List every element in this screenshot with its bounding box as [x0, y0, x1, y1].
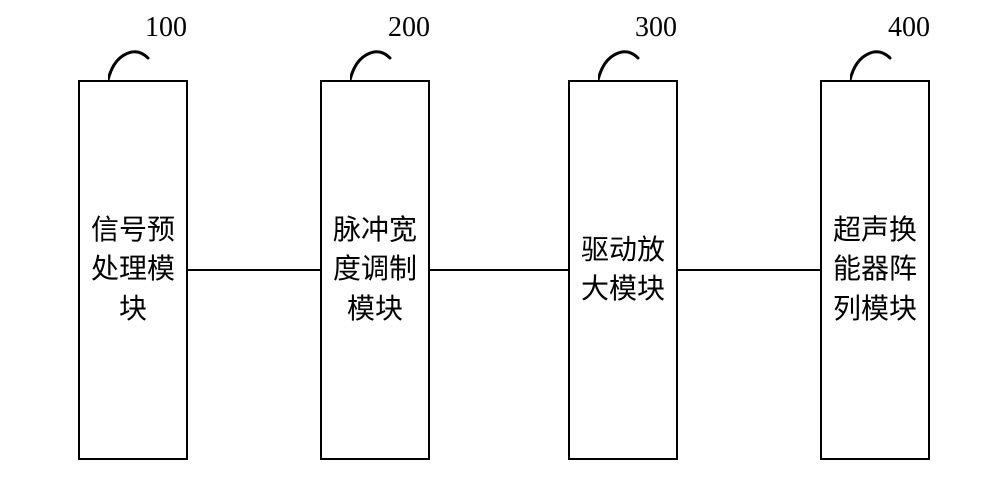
module-block: 脉冲宽 度调制 模块	[320, 80, 430, 460]
block-diagram: 信号预 处理模 块 100 脉冲宽 度调制 模块 200 驱动放 大模块 300 超声换 能…	[0, 0, 1000, 500]
connector	[678, 269, 820, 271]
module-block: 驱动放 大模块	[568, 80, 678, 460]
connector	[430, 269, 568, 271]
module-block-text: 信号预 处理模 块	[91, 211, 175, 329]
module-number-label: 400	[888, 12, 930, 44]
module-number-label: 300	[635, 12, 677, 44]
leader-tick-icon	[850, 48, 895, 83]
connector	[188, 269, 320, 271]
module-block: 信号预 处理模 块	[78, 80, 188, 460]
leader-tick-icon	[108, 48, 153, 83]
module-block-text: 脉冲宽 度调制 模块	[333, 211, 417, 329]
leader-tick-icon	[350, 48, 395, 83]
leader-tick-icon	[598, 48, 643, 83]
module-block-text: 驱动放 大模块	[581, 231, 665, 309]
module-block: 超声换 能器阵 列模块	[820, 80, 930, 460]
module-block-text: 超声换 能器阵 列模块	[833, 211, 917, 329]
module-number-label: 100	[145, 12, 187, 44]
module-number-label: 200	[388, 12, 430, 44]
